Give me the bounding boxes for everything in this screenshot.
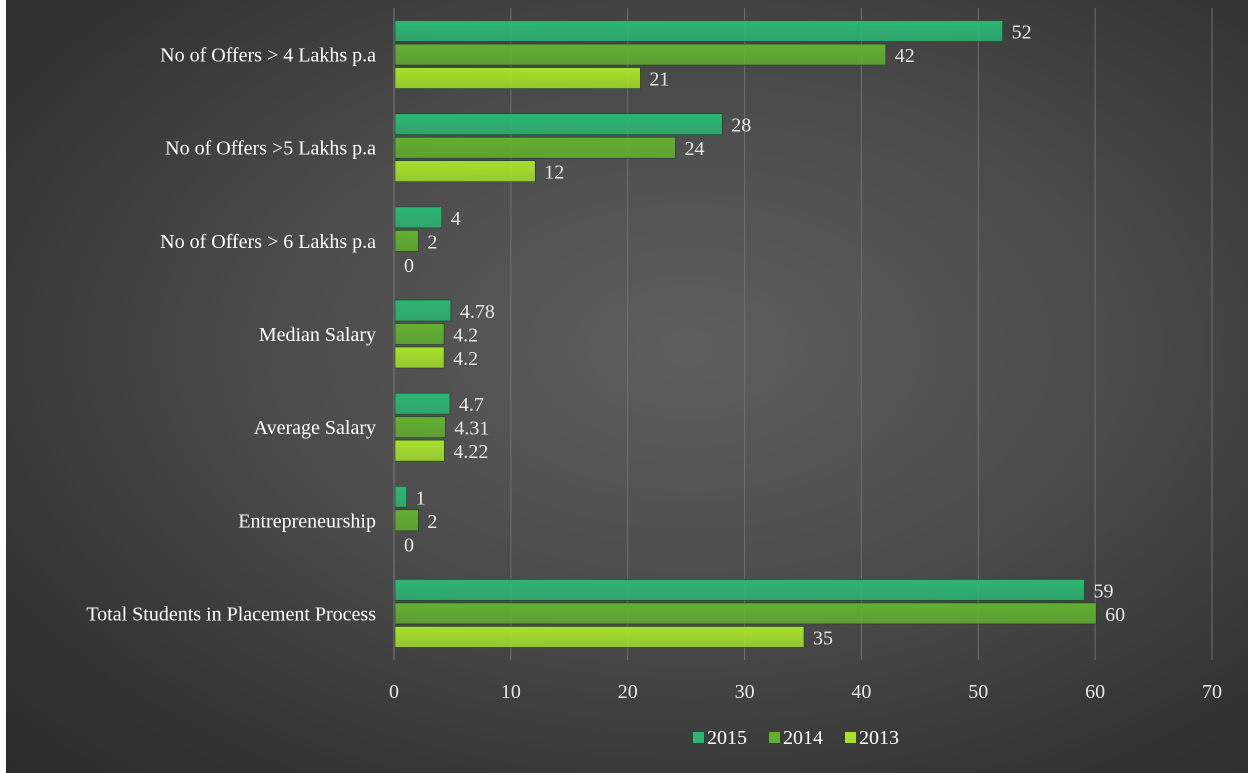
- bar-2014: [394, 43, 887, 66]
- legend-swatch-2014: [769, 732, 780, 743]
- bar-2013: [394, 626, 805, 648]
- category-label: No of Offers > 4 Lakhs p.a: [160, 45, 376, 67]
- gridlines: [393, 8, 1213, 660]
- bar-2014: [394, 136, 676, 159]
- category-label: Entrepreneurship: [238, 510, 376, 532]
- data-label: 0: [404, 534, 414, 556]
- x-tick-label: 70: [1202, 681, 1222, 703]
- bar-2014: [394, 230, 419, 252]
- bar-2014: [394, 416, 446, 438]
- data-label: 4.31: [454, 418, 489, 440]
- data-label: 4.2: [453, 348, 478, 370]
- legend-label: 2014: [783, 727, 823, 749]
- bar-2014: [394, 323, 445, 345]
- data-label: 59: [1093, 580, 1113, 602]
- bar-2015: [394, 206, 443, 229]
- data-label: 2: [427, 231, 437, 253]
- legend-label: 2015: [707, 727, 747, 749]
- x-tick-label: 0: [389, 681, 399, 703]
- data-label: 12: [544, 162, 564, 184]
- legend: 2015 2014 2013: [693, 727, 899, 749]
- bar-2015: [394, 113, 723, 136]
- bar-2013: [394, 67, 641, 89]
- bar-2014: [394, 509, 419, 532]
- x-tick-label: 50: [968, 681, 988, 703]
- bars: [394, 20, 1097, 648]
- legend-label: 2013: [859, 727, 899, 749]
- legend-swatch-2015: [693, 732, 704, 743]
- x-tick-label: 40: [851, 681, 871, 703]
- category-label: No of Offers >5 Lakhs p.a: [165, 138, 376, 160]
- data-label: 24: [684, 138, 704, 160]
- data-label: 35: [813, 627, 833, 649]
- bar-2015: [394, 485, 407, 508]
- legend-swatch-2013: [845, 732, 856, 743]
- bar-2015: [394, 392, 451, 415]
- x-tick-label: 10: [501, 681, 521, 703]
- data-label: 2: [427, 511, 437, 533]
- data-label: 52: [1012, 22, 1032, 44]
- category-label: Total Students in Placement Process: [86, 603, 376, 625]
- bar-2013: [394, 439, 445, 462]
- chart-area: 0 10 20 30 40 50 60 70 No of Offers > 4 Lakhs p.…: [6, 0, 1248, 773]
- bar-2015: [394, 299, 452, 322]
- bar-2014: [394, 602, 1097, 625]
- data-label: 4: [451, 208, 461, 230]
- bar-2015: [394, 579, 1085, 601]
- data-label: 60: [1105, 604, 1125, 626]
- x-tick-label: 30: [735, 681, 755, 703]
- bar-2013: [394, 346, 445, 369]
- data-label: 21: [649, 69, 669, 91]
- data-label: 1: [416, 487, 426, 509]
- category-label: Average Salary: [254, 417, 376, 439]
- data-label: 42: [895, 45, 915, 67]
- category-label: Median Salary: [259, 324, 376, 346]
- bar-2015: [394, 20, 1003, 42]
- data-label: 4.78: [460, 301, 495, 323]
- data-label: 0: [404, 255, 414, 277]
- category-label: No of Offers > 6 Lakhs p.a: [160, 231, 376, 253]
- bar-2013: [394, 160, 536, 183]
- data-label: 4.7: [459, 394, 484, 416]
- data-label: 4.2: [453, 325, 478, 347]
- x-tick-label: 60: [1085, 681, 1105, 703]
- x-tick-label: 20: [618, 681, 638, 703]
- data-label: 4.22: [453, 441, 488, 463]
- data-label: 28: [731, 115, 751, 137]
